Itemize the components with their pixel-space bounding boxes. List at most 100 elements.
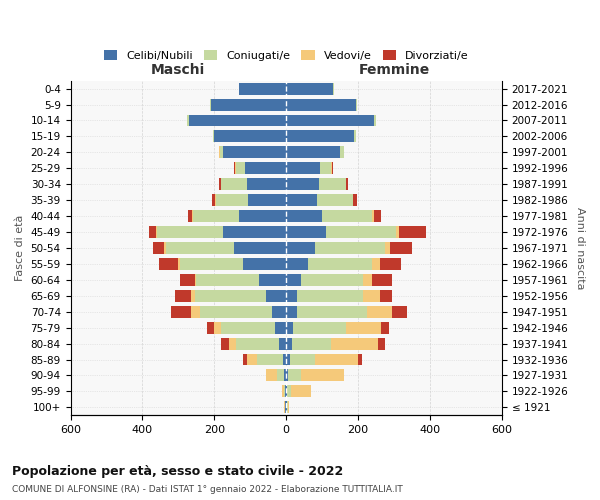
Bar [212,194,215,206]
Bar [194,274,196,286]
Bar [380,290,392,302]
Bar [166,242,234,254]
Bar [193,210,239,222]
Bar [315,354,358,366]
Bar [322,210,373,222]
Bar [219,178,221,190]
Bar [286,370,288,382]
Bar [391,242,412,254]
Bar [239,210,286,222]
Bar [223,226,286,238]
Bar [287,386,291,398]
Bar [187,114,189,126]
Bar [286,242,315,254]
Bar [279,338,286,349]
Bar [221,338,229,349]
Bar [245,162,286,174]
Bar [236,162,245,174]
Bar [207,322,214,334]
Bar [153,242,164,254]
Bar [297,290,364,302]
Bar [284,402,285,413]
Bar [297,306,367,318]
Bar [290,354,315,366]
Y-axis label: Anni di nascita: Anni di nascita [575,206,585,289]
Bar [282,386,284,398]
Bar [364,274,373,286]
Bar [164,242,166,254]
Bar [175,290,191,302]
Bar [301,274,364,286]
Bar [392,306,407,318]
Bar [214,322,221,334]
Bar [286,258,308,270]
Bar [317,194,353,206]
Text: Popolazione per età, sesso e stato civile - 2022: Popolazione per età, sesso e stato civil… [12,465,343,478]
Bar [308,258,373,270]
Bar [180,274,194,286]
Bar [400,226,427,238]
Bar [221,322,275,334]
Bar [247,354,257,366]
Bar [243,354,247,366]
Bar [211,98,286,110]
Legend: Celibi/Nubili, Coniugati/e, Vedovi/e, Divorziati/e: Celibi/Nubili, Coniugati/e, Vedovi/e, Di… [100,46,473,66]
Bar [221,178,247,190]
Bar [378,338,385,349]
Bar [188,210,192,222]
Bar [286,354,290,366]
Bar [326,226,396,238]
Text: Femmine: Femmine [358,64,430,78]
Bar [315,242,385,254]
Bar [214,130,286,142]
Bar [156,226,157,238]
Bar [284,386,286,398]
Bar [220,146,223,158]
Bar [272,306,286,318]
Bar [192,210,193,222]
Bar [385,242,391,254]
Bar [149,226,156,238]
Bar [229,338,236,349]
Bar [194,290,266,302]
Bar [396,226,400,238]
Bar [259,274,286,286]
Bar [210,98,211,110]
Bar [373,274,392,286]
Bar [364,290,380,302]
Bar [216,194,248,206]
Bar [283,354,286,366]
Bar [257,354,283,366]
Bar [331,338,378,349]
Bar [340,146,344,158]
Bar [355,130,356,142]
Bar [331,162,332,174]
Bar [346,322,382,334]
Bar [243,258,286,270]
Bar [284,370,286,382]
Bar [353,194,357,206]
Bar [319,178,346,190]
Bar [367,306,392,318]
Bar [157,226,223,238]
Bar [223,146,286,158]
Bar [286,146,340,158]
Bar [158,258,178,270]
Bar [286,322,293,334]
Bar [286,82,333,94]
Bar [248,194,286,206]
Bar [291,386,311,398]
Bar [333,82,334,94]
Bar [286,194,317,206]
Bar [286,98,356,110]
Bar [200,306,272,318]
Bar [320,162,331,174]
Bar [286,114,374,126]
Bar [212,130,214,142]
Bar [286,130,355,142]
Bar [286,338,292,349]
Text: Maschi: Maschi [151,64,205,78]
Bar [277,370,284,382]
Bar [191,290,194,302]
Bar [180,258,243,270]
